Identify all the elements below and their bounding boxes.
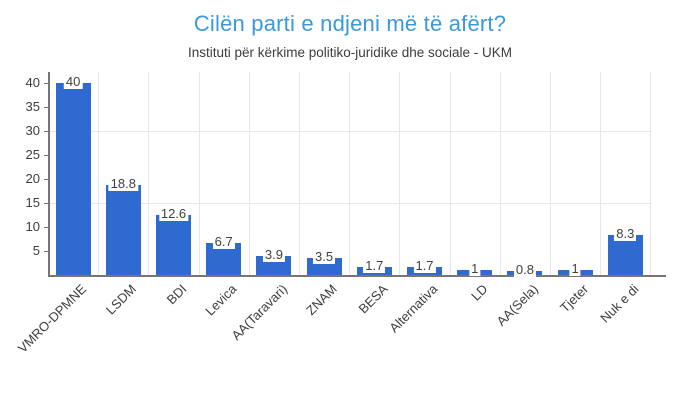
x-axis-label: Nuk e di [596, 281, 642, 326]
bar-value-label: 12.6 [158, 205, 189, 221]
v-gridline [299, 72, 300, 275]
h-gridline [48, 131, 653, 132]
y-tick [44, 131, 48, 132]
v-gridline [449, 72, 451, 275]
bar-value-label: 8.3 [614, 226, 637, 242]
y-axis-label: 20 [25, 171, 40, 186]
x-axis-label: BDI [163, 281, 190, 308]
y-axis-label: 30 [25, 123, 40, 138]
bar-value-label: 1 [469, 261, 481, 277]
x-axis-label: Levica [202, 281, 240, 319]
y-tick [44, 227, 48, 228]
bar-value-label: 1.7 [363, 257, 386, 273]
x-axis-label: LSDM [103, 281, 140, 318]
x-axis-label: ZNAM [303, 281, 341, 318]
chart-title: Cilën parti e ndjeni më të afërt? [193, 11, 507, 36]
bar-value-label: 0.8 [513, 262, 536, 278]
y-axis-label: 35 [25, 99, 40, 114]
bar-value-label: 6.7 [212, 233, 235, 249]
x-axis-label: VMRO-DPMNE [14, 281, 90, 356]
y-axis-label: 15 [25, 195, 40, 210]
v-gridline [349, 72, 351, 275]
v-gridline [399, 72, 401, 275]
bar-value-label: 18.8 [108, 175, 138, 191]
x-axis-label: Tjeter [556, 281, 592, 316]
x-axis-label: BESA [355, 281, 391, 317]
v-gridline [148, 72, 150, 275]
x-axis-line [48, 275, 666, 277]
bar-bdi[interactable] [156, 214, 191, 275]
x-axis-label: LD [468, 281, 491, 304]
y-axis-label: 40 [25, 75, 40, 90]
v-gridline [98, 72, 100, 275]
y-axis-label: 25 [25, 147, 40, 162]
y-tick [44, 155, 48, 156]
y-axis-label: 10 [25, 219, 40, 234]
y-tick [44, 83, 48, 84]
y-tick [44, 203, 48, 204]
bar-value-label: 3.5 [313, 249, 336, 265]
bar-lsdm[interactable] [105, 184, 141, 275]
v-gridline [248, 72, 250, 275]
v-gridline [650, 72, 652, 275]
h-gridline [48, 203, 653, 204]
y-axis-line [48, 72, 50, 275]
v-gridline [499, 72, 501, 275]
y-tick [44, 251, 48, 252]
chart-subtitle: Instituti për kërkime politiko-juridike … [187, 45, 513, 60]
v-gridline [550, 72, 551, 275]
bar-nuk-e-di[interactable] [607, 235, 643, 275]
v-gridline [600, 72, 602, 275]
y-tick [44, 107, 48, 108]
y-tick [44, 179, 48, 180]
x-axis-label: Alternativa [386, 281, 441, 336]
bar-vmro-dpmne[interactable] [55, 83, 91, 275]
bar-value-label: 1 [569, 261, 581, 277]
v-gridline [198, 72, 200, 275]
x-axis-label: AA(Sela) [493, 281, 541, 329]
bar-value-label: 3.9 [262, 247, 285, 263]
bar-value-label: 40 [63, 74, 83, 89]
bar-value-label: 1.7 [413, 257, 436, 273]
y-axis-label: 5 [32, 243, 40, 258]
